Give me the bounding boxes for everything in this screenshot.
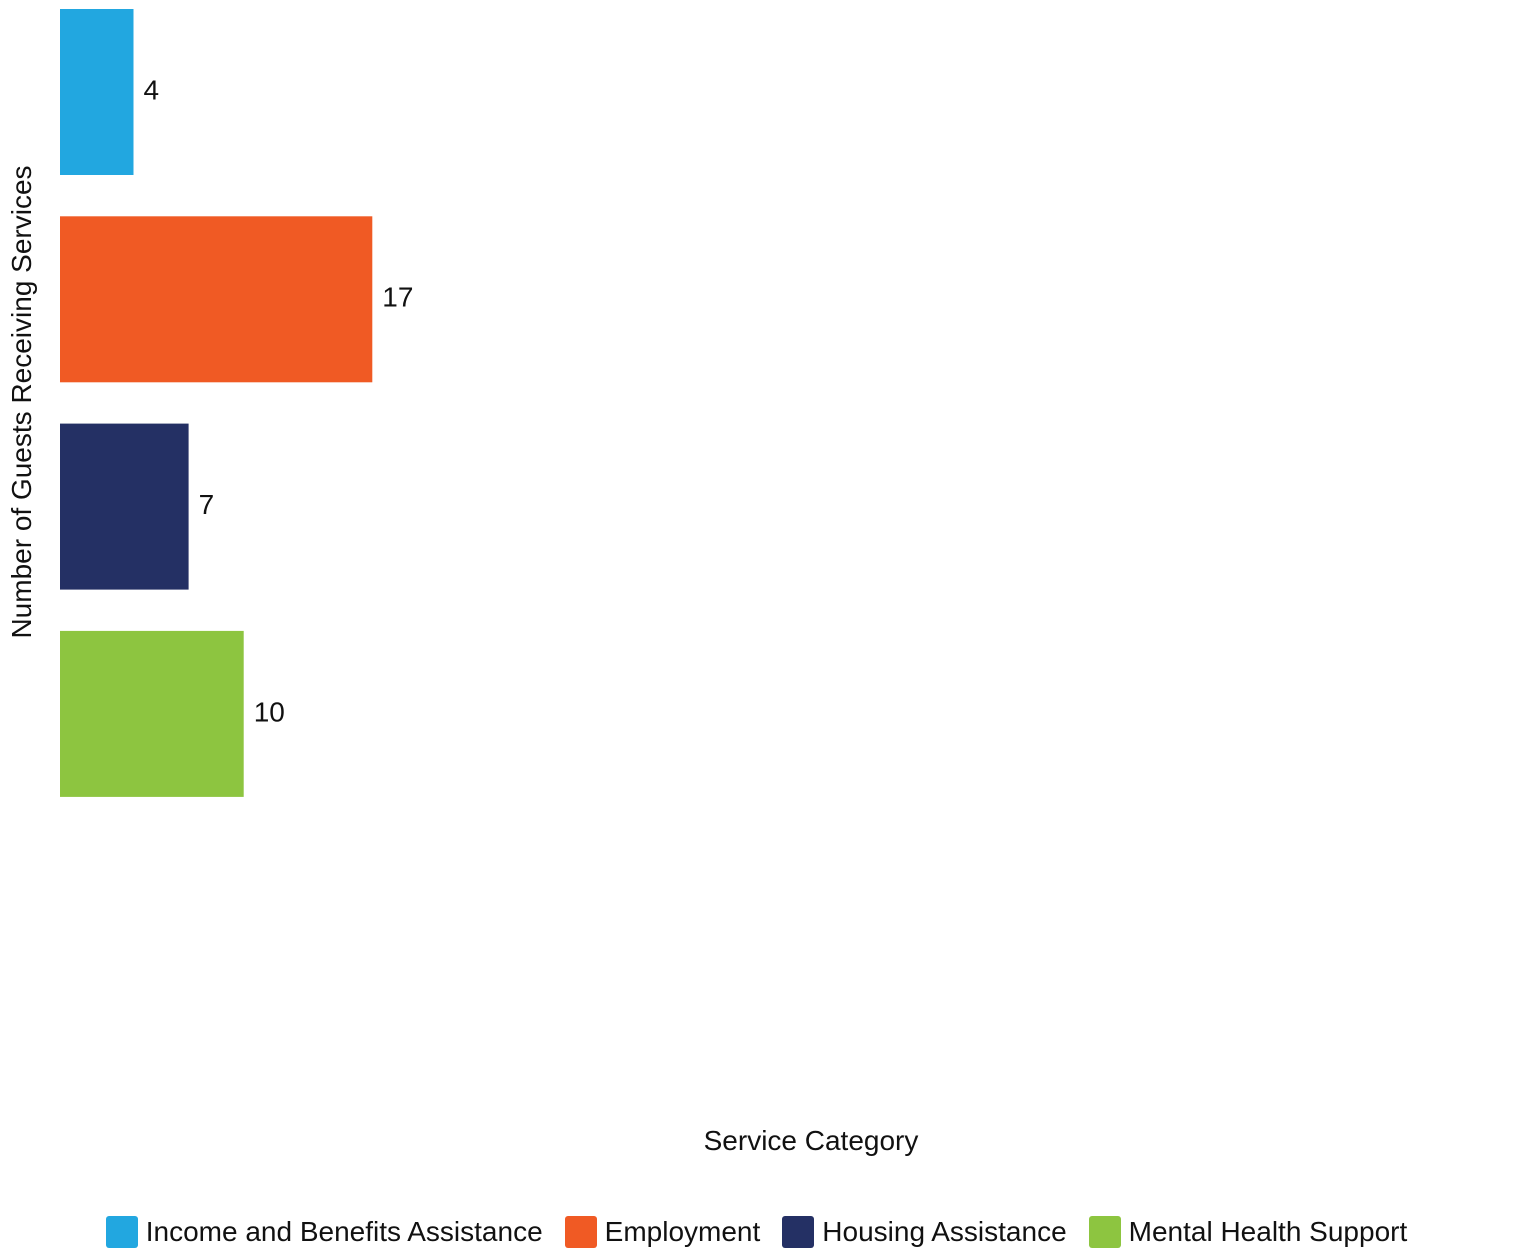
legend-swatch-housing	[782, 1216, 815, 1248]
legend: Income and Benefits Assistance Employmen…	[0, 1212, 1513, 1252]
legend-label-housing: Housing Assistance	[822, 1216, 1067, 1247]
legend-item-housing[interactable]: Housing Assistance	[782, 1216, 1067, 1248]
legend-item-employment[interactable]: Employment	[564, 1216, 761, 1248]
legend-label-income-benefits: Income and Benefits Assistance	[145, 1216, 543, 1247]
legend-swatch-employment	[564, 1216, 597, 1248]
legend-item-income-benefits[interactable]: Income and Benefits Assistance	[105, 1216, 543, 1248]
bar-mental-health[interactable]	[60, 630, 244, 797]
data-label-mental-health: 10	[254, 696, 285, 727]
legend-item-mental-health[interactable]: Mental Health Support	[1088, 1216, 1408, 1248]
bar-employment[interactable]	[60, 216, 373, 383]
y-axis-title: Number of Guests Receiving Services	[6, 165, 37, 639]
bar-housing[interactable]	[60, 423, 189, 590]
legend-label-employment: Employment	[604, 1216, 761, 1247]
legend-swatch-income-benefits	[105, 1216, 138, 1248]
legend-swatch-mental-health	[1088, 1216, 1121, 1248]
x-axis-title: Service Category	[703, 1125, 919, 1156]
data-label-income-benefits: 4	[144, 74, 160, 105]
bar-income-benefits[interactable]	[60, 9, 134, 175]
legend-label-mental-health: Mental Health Support	[1128, 1216, 1408, 1247]
data-label-employment: 17	[382, 282, 413, 313]
data-label-housing: 7	[199, 489, 215, 520]
